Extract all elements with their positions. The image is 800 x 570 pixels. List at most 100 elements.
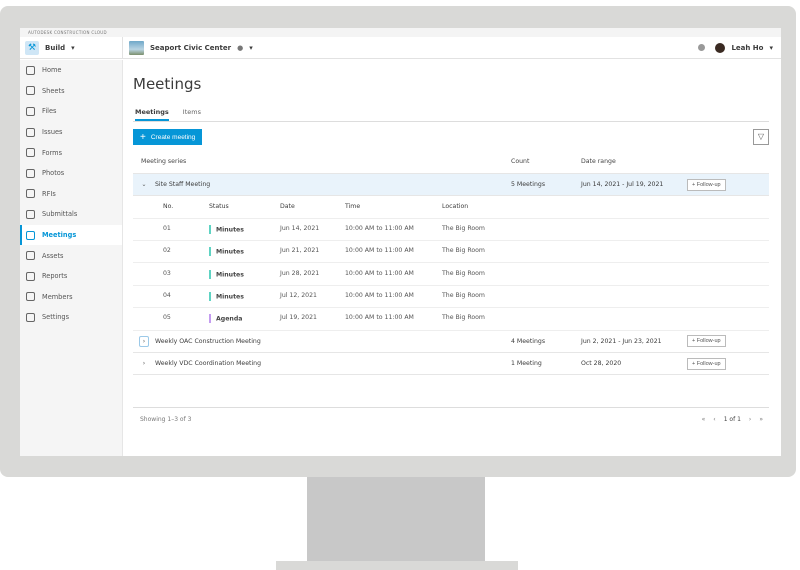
meeting-no: 05 (163, 314, 171, 322)
sidebar-item-meetings[interactable]: Meetings (20, 224, 122, 246)
page-title: Meetings (133, 75, 202, 93)
create-meeting-label: Create meeting (150, 133, 196, 141)
sidebar-item-label: Issues (42, 128, 63, 137)
app-switcher[interactable]: ⚒ Build ▾ (20, 37, 123, 58)
next-page-icon[interactable]: › (748, 416, 752, 424)
sidebar-item-assets[interactable]: Assets (20, 245, 122, 266)
header-count[interactable]: Count (511, 151, 581, 174)
meeting-no: 04 (163, 292, 171, 300)
sidebar-item-rfis[interactable]: RFIs (20, 184, 122, 205)
meeting-location: The Big Room (442, 269, 485, 277)
filter-icon: ▽ (757, 132, 765, 141)
tab-meetings[interactable]: Meetings (135, 108, 169, 121)
follow-up-label: Follow-up (696, 181, 721, 188)
header-series-label: Meeting series (141, 158, 187, 166)
plus-icon: + (692, 338, 697, 345)
sidebar-item-forms[interactable]: Forms (20, 142, 122, 163)
follow-up-button[interactable]: + Follow-up (687, 335, 726, 348)
rfis-icon (26, 189, 35, 199)
meeting-row[interactable]: 05 Agenda Jul 19, 2021 10:00 AM to 11:00… (133, 307, 769, 331)
pagination: « ‹ 1 of 1 › » (694, 416, 769, 423)
meeting-date: Jun 28, 2021 (280, 269, 320, 277)
hammer-icon: ⚒ (25, 40, 39, 55)
meeting-row[interactable]: 02 Minutes Jun 21, 2021 10:00 AM to 11:0… (133, 240, 769, 264)
meeting-no: 02 (163, 247, 171, 255)
help-icon[interactable] (698, 44, 706, 51)
home-icon (26, 65, 35, 75)
app-name: Build (45, 43, 66, 52)
filter-button[interactable]: ▽ (753, 129, 769, 145)
top-bar: ⚒ Build ▾ Seaport Civic Center ● ▾ Leah Ho… (20, 37, 781, 59)
meeting-time: 10:00 AM to 11:00 AM (345, 224, 414, 232)
meeting-no: 03 (163, 269, 171, 277)
tabs: Meetings Items (133, 108, 769, 122)
page-indicator: 1 of 1 (723, 416, 741, 424)
sidebar-item-sheets[interactable]: Sheets (20, 81, 122, 102)
sidebar-item-members[interactable]: Members (20, 287, 122, 308)
caret-down-icon: ▾ (769, 43, 773, 52)
status-indicator (209, 224, 211, 234)
meeting-location: The Big Room (442, 247, 485, 255)
sidebar-item-home[interactable]: Home (20, 60, 122, 81)
chevron-right-icon[interactable]: › (139, 335, 149, 347)
table-footer: Showing 1–3 of 3 « ‹ 1 of 1 › » (133, 407, 769, 423)
meeting-date: Jun 21, 2021 (280, 247, 320, 255)
sidebar-item-label: Files (42, 107, 57, 116)
sidebar-item-photos[interactable]: Photos (20, 163, 122, 184)
subheader-location: Location (442, 203, 469, 211)
sidebar-item-issues[interactable]: Issues (20, 122, 122, 143)
members-icon (26, 292, 35, 302)
meeting-location: The Big Room (442, 224, 485, 232)
screen: AUTODESK CONSTRUCTION CLOUD ⚒ Build ▾ Sea… (20, 28, 781, 456)
sidebar-item-label: Members (42, 292, 73, 301)
series-range: Jun 14, 2021 - Jul 19, 2021 (581, 173, 687, 197)
series-row[interactable]: › Weekly OAC Construction Meeting 4 Meeti… (133, 330, 769, 354)
meeting-status: Minutes (216, 248, 244, 256)
assets-icon (26, 251, 35, 261)
series-row[interactable]: ⌄ Site Staff Meeting 5 Meetings Jun 14, 2… (133, 173, 769, 197)
subheader-no: No. (163, 203, 174, 211)
sidebar-item-label: Assets (42, 251, 64, 260)
subheader-date: Date (280, 203, 295, 211)
meeting-row[interactable]: 03 Minutes Jun 28, 2021 10:00 AM to 11:0… (133, 262, 769, 286)
sidebar-item-label: Photos (42, 169, 65, 178)
globe-icon: ● (237, 43, 244, 52)
issues-icon (26, 127, 35, 137)
reports-icon (26, 271, 35, 281)
meeting-row[interactable]: 04 Minutes Jul 12, 2021 10:00 AM to 11:0… (133, 285, 769, 309)
meeting-status: Minutes (216, 226, 244, 234)
create-meeting-button[interactable]: + Create meeting (133, 129, 203, 145)
chevron-down-icon[interactable]: ⌄ (141, 181, 147, 189)
follow-up-button[interactable]: + Follow-up (687, 178, 726, 191)
first-page-icon[interactable]: « (701, 416, 706, 424)
series-name: Weekly OAC Construction Meeting (155, 337, 261, 345)
plus-icon: + (140, 131, 146, 143)
subheader-status: Status (209, 203, 229, 211)
project-switcher[interactable]: Seaport Civic Center ● ▾ (123, 40, 698, 55)
prev-page-icon[interactable]: ‹ (713, 416, 716, 424)
header-range[interactable]: Date range (581, 151, 687, 174)
files-icon (26, 106, 35, 116)
user-menu[interactable]: Leah Ho ▾ (715, 42, 781, 53)
sidebar-item-reports[interactable]: Reports (20, 266, 122, 287)
series-count: 1 Meeting (511, 352, 581, 376)
chevron-right-icon[interactable]: › (142, 360, 146, 368)
sidebar-item-submittals[interactable]: Submittals (20, 204, 122, 225)
header-series[interactable]: Meeting series (133, 151, 511, 174)
sidebar-item-settings[interactable]: Settings (20, 307, 122, 328)
last-page-icon[interactable]: » (759, 416, 763, 424)
caret-down-icon: ▾ (249, 43, 253, 52)
monitor-base (276, 561, 518, 570)
series-row[interactable]: › Weekly VDC Coordination Meeting 1 Meeti… (133, 352, 769, 376)
plus-icon: + (692, 360, 697, 367)
status-indicator (209, 269, 211, 279)
follow-up-button[interactable]: + Follow-up (687, 357, 726, 370)
meeting-row[interactable]: 01 Minutes Jun 14, 2021 10:00 AM to 11:0… (133, 218, 769, 242)
sidebar-item-files[interactable]: Files (20, 101, 122, 122)
meeting-time: 10:00 AM to 11:00 AM (345, 247, 414, 255)
follow-up-label: Follow-up (696, 338, 721, 345)
tab-items[interactable]: Items (182, 108, 201, 116)
settings-icon (26, 312, 35, 322)
sidebar-item-label: Settings (42, 313, 70, 322)
series-name: Site Staff Meeting (155, 181, 211, 189)
